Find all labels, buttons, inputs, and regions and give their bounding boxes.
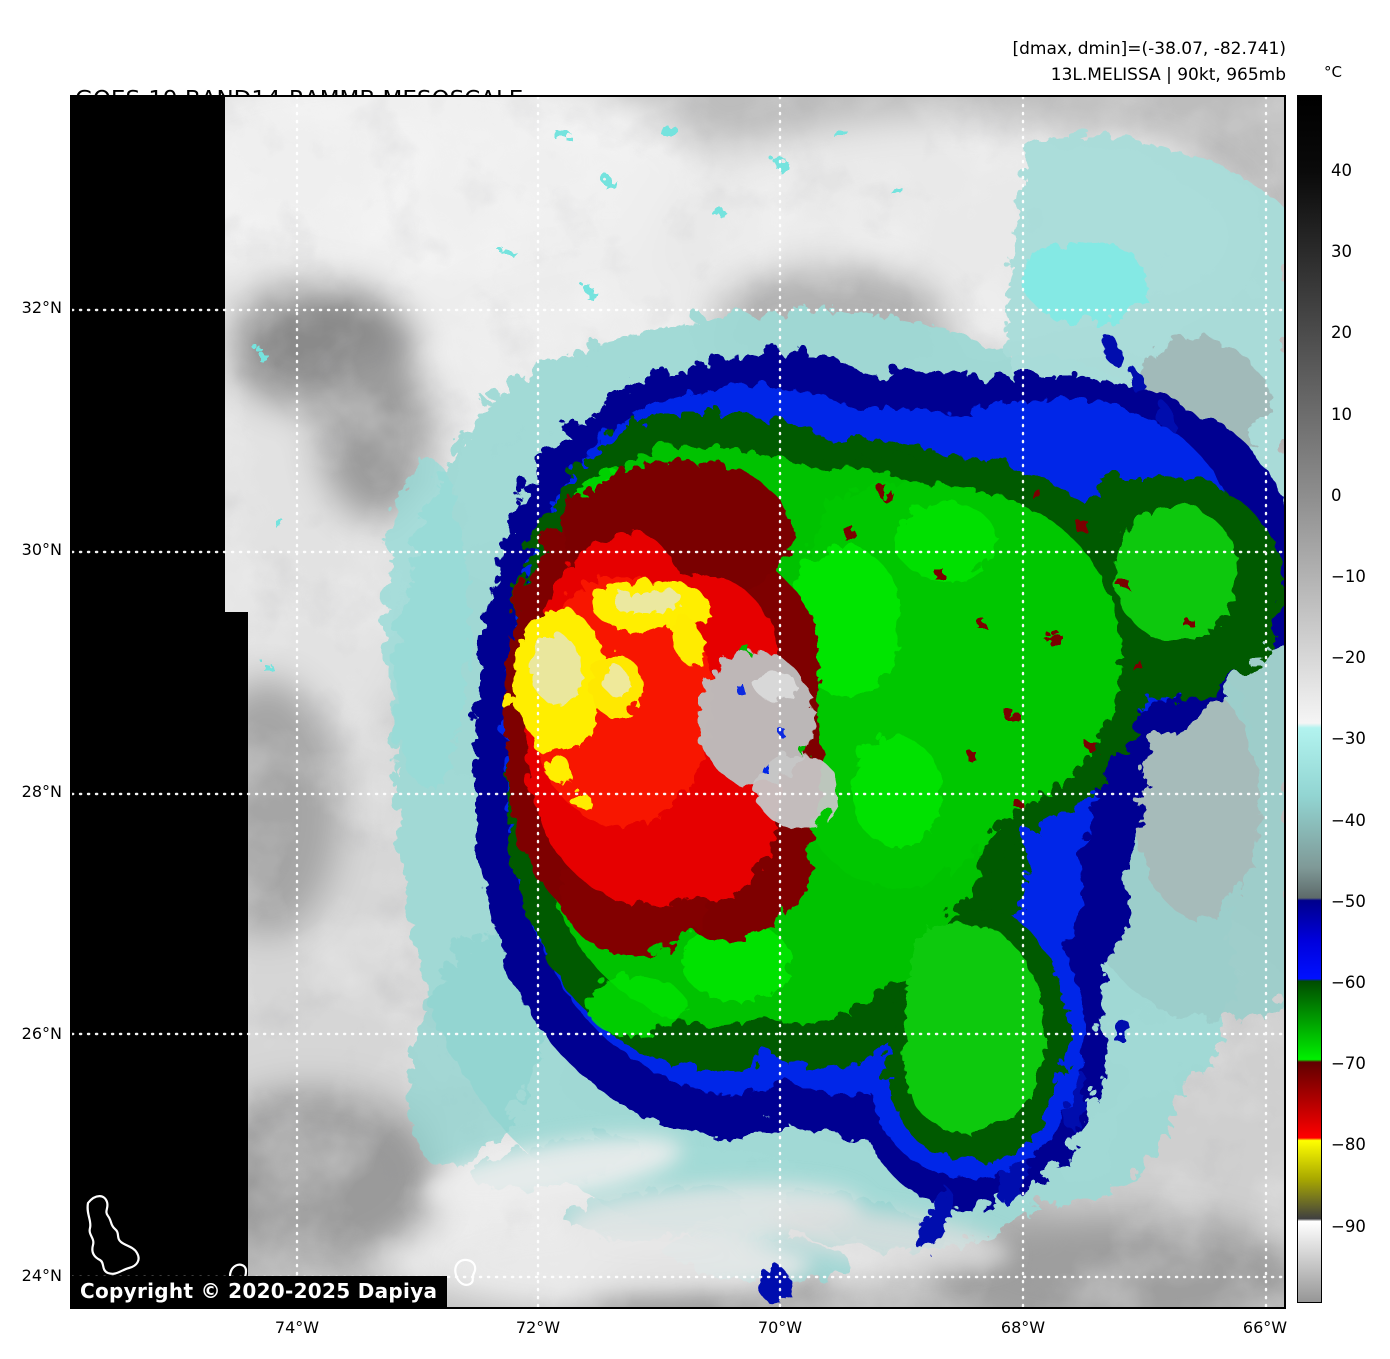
south-cloud-bands [421, 1136, 1011, 1295]
colorbar-tick-label: −30 [1331, 729, 1366, 749]
lon-label: 68°W [1000, 1318, 1046, 1337]
copyright-badge: Copyright © 2020-2025 Dapiya [72, 1276, 448, 1307]
colorbar-tick-label: 30 [1331, 242, 1352, 262]
lon-label: 74°W [274, 1318, 320, 1337]
colorbar-unit-label: °C [1324, 63, 1342, 81]
info-block: [dmax, dmin]=(-38.07, -82.741) 13L.MELIS… [1013, 36, 1287, 88]
lon-label: 72°W [515, 1318, 561, 1337]
colorbar-tick-label: 20 [1331, 323, 1352, 343]
colorbar-tick-label: 40 [1331, 161, 1352, 180]
no-data-strip [72, 97, 248, 1307]
lat-label: 32°N [21, 298, 62, 317]
colorbar-tick-label: −40 [1331, 810, 1366, 830]
colorbar [1297, 95, 1322, 1303]
colorbar-tick-label: −80 [1331, 1135, 1366, 1155]
dmax-dmin-readout: [dmax, dmin]=(-38.07, -82.741) [1012, 39, 1287, 59]
colorbar-tick-label: −60 [1331, 973, 1366, 992]
colorbar-tick-label: −90 [1331, 1216, 1366, 1236]
lon-label: 70°W [757, 1318, 803, 1337]
lon-label: 66°W [1242, 1318, 1288, 1337]
maroon-speckles [840, 487, 1189, 805]
lat-label: 26°N [21, 1024, 62, 1043]
colorbar-tick-label: −10 [1331, 567, 1366, 586]
colorbar-tick-label: 0 [1331, 485, 1342, 505]
colorbar-tick-label: −20 [1331, 648, 1366, 668]
lat-label: 28°N [21, 782, 62, 801]
satellite-map: Copyright © 2020-2025 Dapiya [70, 95, 1286, 1309]
lat-label: 24°N [21, 1266, 62, 1285]
storm-intensity-readout: 13L.MELISSA | 90kt, 965mb [1050, 65, 1286, 85]
colorbar-tick-label: −50 [1331, 891, 1366, 911]
colorbar-tick-label: 10 [1331, 404, 1352, 424]
colorbar-tick-label: −70 [1331, 1054, 1366, 1074]
satellite-imagery [72, 97, 1284, 1307]
lat-label: 30°N [21, 540, 62, 559]
